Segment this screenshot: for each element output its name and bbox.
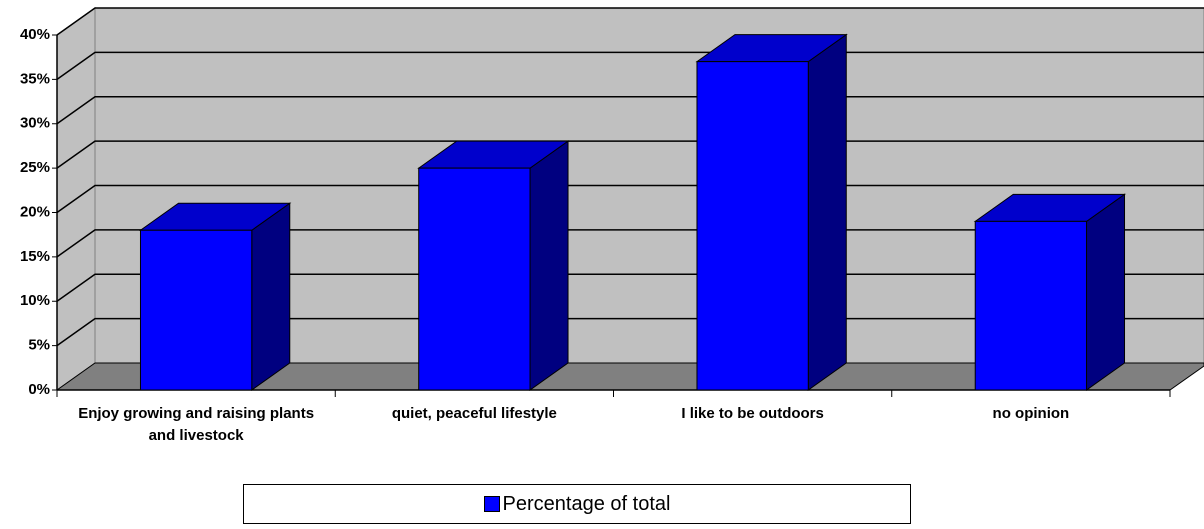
y-tick-label: 35% [20,70,50,87]
legend: Percentage of total [243,484,911,524]
y-tick-label: 25% [20,159,50,176]
y-tick-label: 30% [20,115,50,132]
y-tick-label: 40% [20,26,50,43]
legend-label: Percentage of total [502,492,671,515]
y-tick-label: 15% [20,248,50,265]
bar [418,167,531,391]
grid-line [56,7,1204,36]
bar [696,61,809,391]
x-tick-label: I like to be outdoors [681,405,824,422]
x-tick-label: Enjoy growing and raising plants and liv… [78,405,315,444]
bar-side [251,202,291,391]
legend-swatch [483,496,500,512]
bar-side [1086,193,1126,391]
y-tick-label: 0% [28,381,50,398]
x-tick-label: quiet, peaceful lifestyle [391,405,557,422]
y-tick-label: 5% [28,337,50,354]
x-tick-label: no opinion [992,405,1070,422]
bar [974,220,1088,391]
y-tick-label: 10% [20,292,50,309]
bar-side [529,140,569,391]
bar-side [807,33,847,391]
bar [139,229,253,391]
y-tick-label: 20% [20,203,50,220]
